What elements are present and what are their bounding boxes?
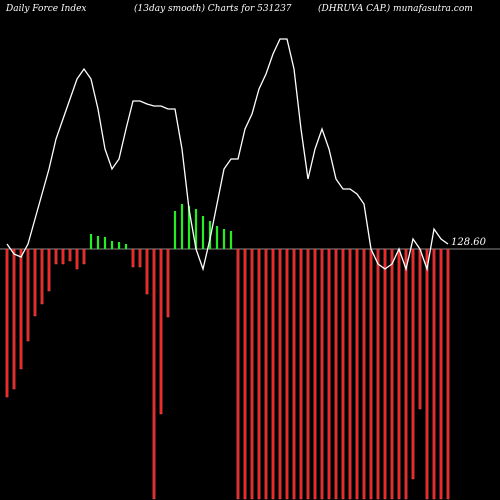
header-left: Daily Force Index (5, 4, 87, 14)
bar-negative (33, 248, 37, 317)
bar-negative (355, 248, 359, 500)
bar-negative (82, 248, 86, 265)
bar-positive (229, 231, 233, 249)
bar-negative (369, 248, 373, 500)
bar-positive (208, 221, 212, 249)
bar-negative (159, 248, 163, 415)
bar-negative (334, 248, 338, 500)
smooth-line (6, 38, 449, 272)
bar-negative (341, 248, 345, 500)
zero-value-label: 128.60 (451, 237, 487, 248)
bar-positive (201, 216, 205, 249)
bar-positive (103, 237, 107, 249)
bar-negative (292, 248, 296, 500)
bar-negative (271, 248, 275, 500)
bar-negative (320, 248, 324, 500)
bar-negative (75, 248, 79, 270)
bar-positive (173, 211, 177, 249)
bar-negative (138, 248, 142, 268)
header-center: (13day smooth) Charts for 531237 (134, 3, 292, 14)
bar-negative (5, 248, 9, 398)
bar-negative (348, 248, 352, 500)
bar-negative (411, 248, 415, 480)
bar-negative (47, 248, 51, 292)
bar-negative (439, 248, 443, 500)
bar-negative (131, 248, 135, 268)
bar-positive (194, 209, 198, 249)
bar-negative (250, 248, 254, 500)
bar-positive (89, 234, 93, 249)
bar-negative (243, 248, 247, 500)
header-right: (DHRUVA CAP.) munafasutra.com (318, 3, 473, 14)
bar-negative (313, 248, 317, 500)
bar-negative (12, 248, 16, 390)
bar-negative (404, 248, 408, 500)
bar-negative (61, 248, 65, 265)
bar-positive (215, 226, 219, 249)
bar-negative (306, 248, 310, 500)
bar-negative (40, 248, 44, 305)
bar-positive (117, 242, 121, 249)
bar-negative (145, 248, 149, 295)
bar-negative (327, 248, 331, 500)
bar-negative (68, 248, 72, 262)
bar-negative (418, 248, 422, 410)
bar-positive (222, 229, 226, 249)
bar-positive (96, 236, 100, 249)
bar-negative (264, 248, 268, 500)
bar-negative (390, 248, 394, 500)
bar-negative (362, 248, 366, 500)
bar-negative (376, 248, 380, 500)
bar-negative (299, 248, 303, 500)
bar-negative (257, 248, 261, 500)
bar-negative (432, 248, 436, 500)
bar-negative (446, 248, 450, 500)
bar-negative (166, 248, 170, 318)
bar-negative (425, 248, 429, 500)
bar-positive (180, 204, 184, 249)
bar-positive (110, 241, 114, 249)
bar-negative (397, 248, 401, 500)
bar-positive (187, 206, 191, 249)
bar-negative (278, 248, 282, 500)
bar-negative (285, 248, 289, 500)
bars-group (5, 204, 450, 500)
bar-negative (54, 248, 58, 265)
bar-negative (236, 248, 240, 500)
bar-negative (19, 248, 23, 370)
bar-positive (124, 244, 128, 249)
bar-negative (26, 248, 30, 342)
bar-negative (152, 248, 156, 500)
bar-negative (383, 248, 387, 500)
